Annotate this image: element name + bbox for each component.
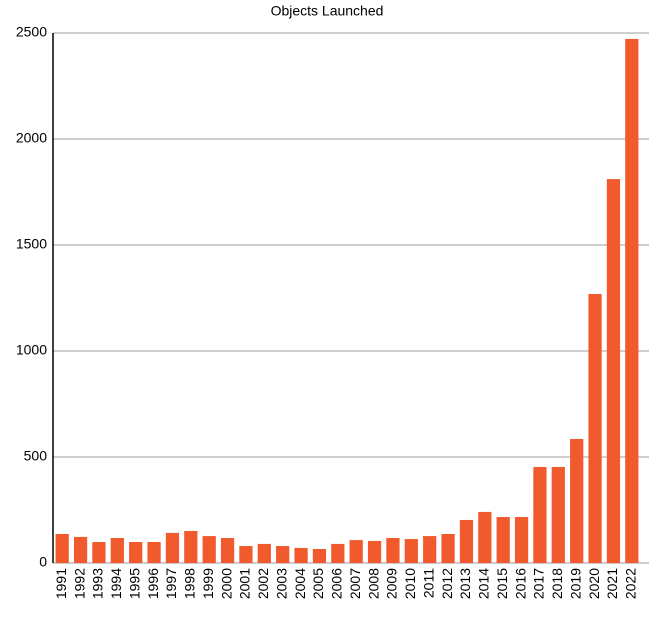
bar bbox=[496, 516, 510, 563]
bar bbox=[55, 533, 69, 563]
bar bbox=[220, 537, 235, 563]
bar bbox=[404, 539, 418, 563]
bar bbox=[165, 532, 180, 563]
bar bbox=[276, 546, 290, 563]
bar bbox=[441, 533, 455, 563]
x-tick-label: 1993 bbox=[90, 568, 106, 599]
x-tick-label: 2007 bbox=[347, 568, 363, 599]
bar bbox=[367, 540, 382, 563]
x-tick-label: 2005 bbox=[310, 568, 326, 599]
x-tick-label: 2020 bbox=[586, 568, 602, 599]
bar bbox=[570, 438, 584, 563]
x-tick-label: 1995 bbox=[126, 568, 142, 599]
y-tick-label: 1500 bbox=[16, 236, 47, 252]
x-tick-label: 2022 bbox=[623, 568, 639, 599]
x-tick-label: 2014 bbox=[476, 568, 492, 599]
x-tick-label: 2021 bbox=[604, 568, 620, 599]
bar bbox=[257, 543, 271, 563]
y-tick-label: 2500 bbox=[16, 24, 47, 40]
x-tick-label: 1999 bbox=[200, 568, 216, 599]
x-tick-label: 2012 bbox=[439, 568, 455, 599]
x-tick-label: 2000 bbox=[218, 568, 234, 599]
bar bbox=[110, 537, 124, 563]
y-tick-label: 1000 bbox=[16, 342, 47, 358]
x-tick-label: 1992 bbox=[71, 568, 87, 599]
x-tick-label: 2019 bbox=[567, 568, 583, 599]
bar bbox=[423, 536, 437, 563]
x-tick-label: 2015 bbox=[494, 568, 510, 599]
bar bbox=[202, 536, 216, 563]
x-tick-label: 1991 bbox=[53, 568, 69, 599]
x-tick-label: 2018 bbox=[549, 568, 565, 599]
bar bbox=[147, 542, 161, 563]
bar bbox=[184, 530, 198, 563]
x-tick-label: 2011 bbox=[420, 568, 436, 598]
x-tick-label: 2003 bbox=[273, 568, 289, 599]
x-tick-label: 1994 bbox=[108, 568, 124, 599]
x-tick-label: 2001 bbox=[237, 568, 253, 599]
x-tick-label: 2008 bbox=[365, 568, 381, 599]
bar bbox=[459, 519, 474, 563]
bar bbox=[588, 293, 602, 563]
x-tick-label: 2013 bbox=[457, 568, 473, 599]
x-tick-label: 2004 bbox=[292, 568, 308, 599]
bar bbox=[386, 537, 400, 563]
bar bbox=[606, 179, 621, 563]
bar bbox=[331, 543, 345, 563]
x-tick-label: 2010 bbox=[402, 568, 418, 599]
x-tick-label: 2006 bbox=[329, 568, 345, 599]
x-tick-label: 1998 bbox=[182, 568, 198, 599]
bar bbox=[349, 540, 363, 563]
bar bbox=[312, 549, 327, 563]
bar bbox=[129, 542, 143, 563]
bar bbox=[625, 38, 639, 564]
y-tick-label: 2000 bbox=[16, 130, 47, 146]
x-tick-label: 2017 bbox=[531, 568, 547, 599]
bar bbox=[92, 542, 106, 563]
chart-title: Objects Launched bbox=[271, 3, 384, 19]
y-tick-label: 500 bbox=[24, 448, 48, 464]
x-tick-label: 2016 bbox=[512, 568, 528, 599]
bar bbox=[478, 511, 492, 563]
bar bbox=[294, 547, 308, 563]
bar bbox=[514, 516, 529, 563]
bar bbox=[73, 536, 88, 563]
x-tick-label: 2002 bbox=[255, 568, 271, 599]
bar bbox=[239, 546, 253, 563]
x-tick-label: 1996 bbox=[145, 568, 161, 599]
bar bbox=[551, 466, 565, 563]
x-tick-label: 2009 bbox=[384, 568, 400, 599]
y-tick-label: 0 bbox=[39, 554, 47, 570]
x-tick-label: 1997 bbox=[163, 568, 179, 599]
bar bbox=[533, 466, 547, 563]
